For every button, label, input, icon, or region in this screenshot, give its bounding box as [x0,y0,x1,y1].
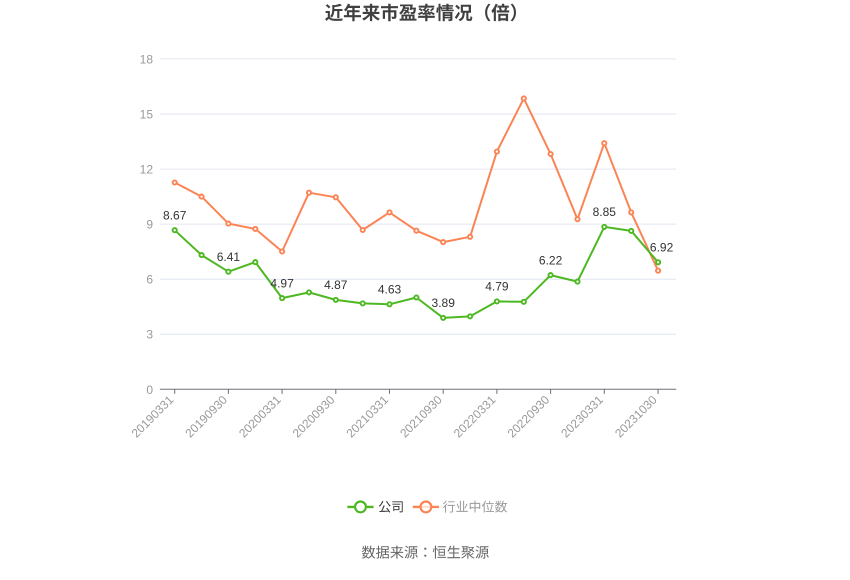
svg-text:6: 6 [146,273,153,287]
svg-text:4.63: 4.63 [378,283,402,297]
svg-text:6.22: 6.22 [539,253,563,267]
svg-text:4.87: 4.87 [324,278,348,292]
svg-text:3: 3 [146,328,153,342]
svg-text:4.79: 4.79 [485,280,509,294]
svg-text:3.89: 3.89 [432,296,456,310]
svg-text:6.92: 6.92 [650,241,674,255]
svg-text:18: 18 [140,52,154,66]
svg-text:6.41: 6.41 [217,250,241,264]
svg-text:8.85: 8.85 [593,205,617,219]
svg-text:15: 15 [140,108,154,122]
svg-text:8.67: 8.67 [163,209,187,223]
svg-text:9: 9 [146,218,153,232]
svg-text:0: 0 [146,383,153,397]
svg-text:4.97: 4.97 [270,276,294,290]
svg-text:12: 12 [140,163,154,177]
